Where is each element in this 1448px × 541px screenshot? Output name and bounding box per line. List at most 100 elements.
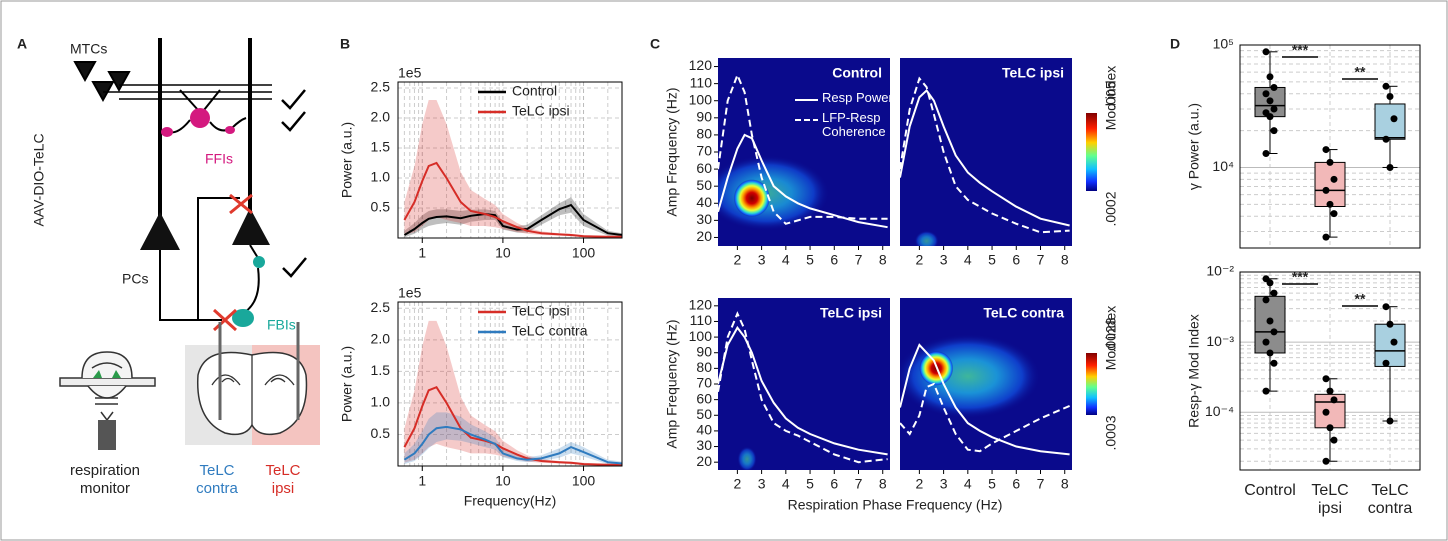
colorbar-tick-label: .0003 xyxy=(1103,415,1119,450)
y-offset-label: 1e5 xyxy=(398,65,422,81)
y-axis-label: Power (a.u.) xyxy=(339,346,355,422)
y-tick-label: 20 xyxy=(696,453,712,469)
heatmap xyxy=(718,298,890,470)
x-tick-label: 100 xyxy=(572,473,596,489)
data-point xyxy=(1270,83,1278,91)
respiration-monitor-icon xyxy=(59,351,156,450)
colorbar-tick-label: .0002 xyxy=(1103,191,1119,226)
panel-label: A xyxy=(17,36,27,52)
y-tick-label: 1.0 xyxy=(371,169,391,185)
brain-schematic xyxy=(185,322,320,445)
x-tick-label: 3 xyxy=(758,476,766,492)
box xyxy=(1314,393,1346,429)
data-point xyxy=(1270,105,1278,113)
data-point xyxy=(1326,387,1334,395)
x-tick-label: 7 xyxy=(1037,476,1045,492)
y-tick-label: 2.0 xyxy=(371,109,391,125)
x-tick-label: 10 xyxy=(495,473,511,489)
plot-frame xyxy=(397,301,623,467)
y-tick-label: 1.5 xyxy=(371,362,391,378)
data-point xyxy=(1326,200,1334,208)
data-point xyxy=(1382,82,1390,90)
series-line xyxy=(403,161,622,238)
data-point xyxy=(1382,359,1390,367)
x-tick-label: 2 xyxy=(733,476,741,492)
y-tick-label: 50 xyxy=(696,177,712,193)
heatmap xyxy=(900,58,1072,246)
panel-label: C xyxy=(650,36,660,52)
heatmap-title: TeLC ipsi xyxy=(820,305,882,321)
data-point xyxy=(1262,296,1270,304)
y-tick-label: 120 xyxy=(689,57,713,73)
x-axis-label: Respiration Phase Frequency (Hz) xyxy=(788,497,1003,513)
heatmap xyxy=(718,58,890,246)
heatmap-title: Control xyxy=(832,65,882,81)
data-point xyxy=(1322,457,1330,465)
x-tick-label: 6 xyxy=(830,476,838,492)
y-tick-label: 80 xyxy=(696,126,712,142)
label-pcs: PCs xyxy=(122,271,148,287)
legend-label: TeLC ipsi xyxy=(512,103,570,119)
colorbar-title: Mod index xyxy=(1103,306,1119,371)
y-tick-label: 1.0 xyxy=(371,394,391,410)
data-point xyxy=(1266,113,1274,121)
y-tick-label: 40 xyxy=(696,422,712,438)
heatmap-hotspot xyxy=(914,230,939,246)
y-axis-label: Power (a.u.) xyxy=(339,122,355,198)
data-point xyxy=(1390,115,1398,123)
data-point xyxy=(1322,186,1330,194)
colorbar-title: Mod index xyxy=(1103,66,1119,131)
label-vector: AAV-DIO-TeLC xyxy=(31,133,47,226)
data-point xyxy=(1326,424,1334,432)
legend-label: LFP-Resp Coherence xyxy=(822,110,886,139)
series-line xyxy=(718,311,888,464)
heatmap-hotspot xyxy=(900,333,1041,419)
legend-label: TeLC contra xyxy=(512,323,588,339)
series-line xyxy=(718,325,888,456)
data-point xyxy=(1386,417,1394,425)
colorbar xyxy=(1086,353,1097,415)
box xyxy=(1254,295,1286,354)
significance-label: ** xyxy=(1355,64,1366,80)
data-point xyxy=(1322,408,1330,416)
y-axis-label: γ Power (a.u.) xyxy=(1186,103,1202,190)
colorbar-tick-label: .0028 xyxy=(1103,317,1119,352)
box xyxy=(1374,323,1406,367)
legend-label: Control xyxy=(512,83,557,99)
heatmap-background xyxy=(900,58,1072,246)
data-point xyxy=(1270,359,1278,367)
y-tick-label: 2.5 xyxy=(371,79,391,95)
y-tick-label: 80 xyxy=(696,359,712,375)
label-fbis: FBIs xyxy=(267,317,296,333)
heatmap xyxy=(900,298,1072,470)
data-point xyxy=(1330,175,1338,183)
y-tick-label: 110 xyxy=(690,74,713,90)
error-band xyxy=(404,320,622,466)
y-tick-label: 10⁴ xyxy=(1212,158,1234,174)
data-point xyxy=(1382,303,1390,311)
y-tick-label: 20 xyxy=(696,228,712,244)
y-tick-label: 30 xyxy=(696,211,712,227)
x-tick-label: 7 xyxy=(1037,252,1045,268)
error-band xyxy=(404,100,622,238)
data-point xyxy=(1262,338,1270,346)
data-point xyxy=(1266,317,1274,325)
y-tick-label: 70 xyxy=(696,375,712,391)
y-axis-label: Amp Frequency (Hz) xyxy=(664,87,680,216)
series-line xyxy=(403,425,623,465)
series-line xyxy=(403,203,623,236)
box xyxy=(1314,161,1346,208)
series-line xyxy=(900,382,1070,453)
data-point xyxy=(1266,73,1274,81)
data-point xyxy=(1270,127,1278,135)
data-point xyxy=(1386,320,1394,328)
data-point xyxy=(1262,90,1270,98)
heatmap-background xyxy=(718,298,890,470)
x-tick-label: 4 xyxy=(782,476,790,492)
series-line xyxy=(900,343,1070,456)
heatmap-title: TeLC ipsi xyxy=(1002,65,1064,81)
label-ffis: FFIs xyxy=(205,151,233,167)
data-point xyxy=(1262,48,1270,56)
